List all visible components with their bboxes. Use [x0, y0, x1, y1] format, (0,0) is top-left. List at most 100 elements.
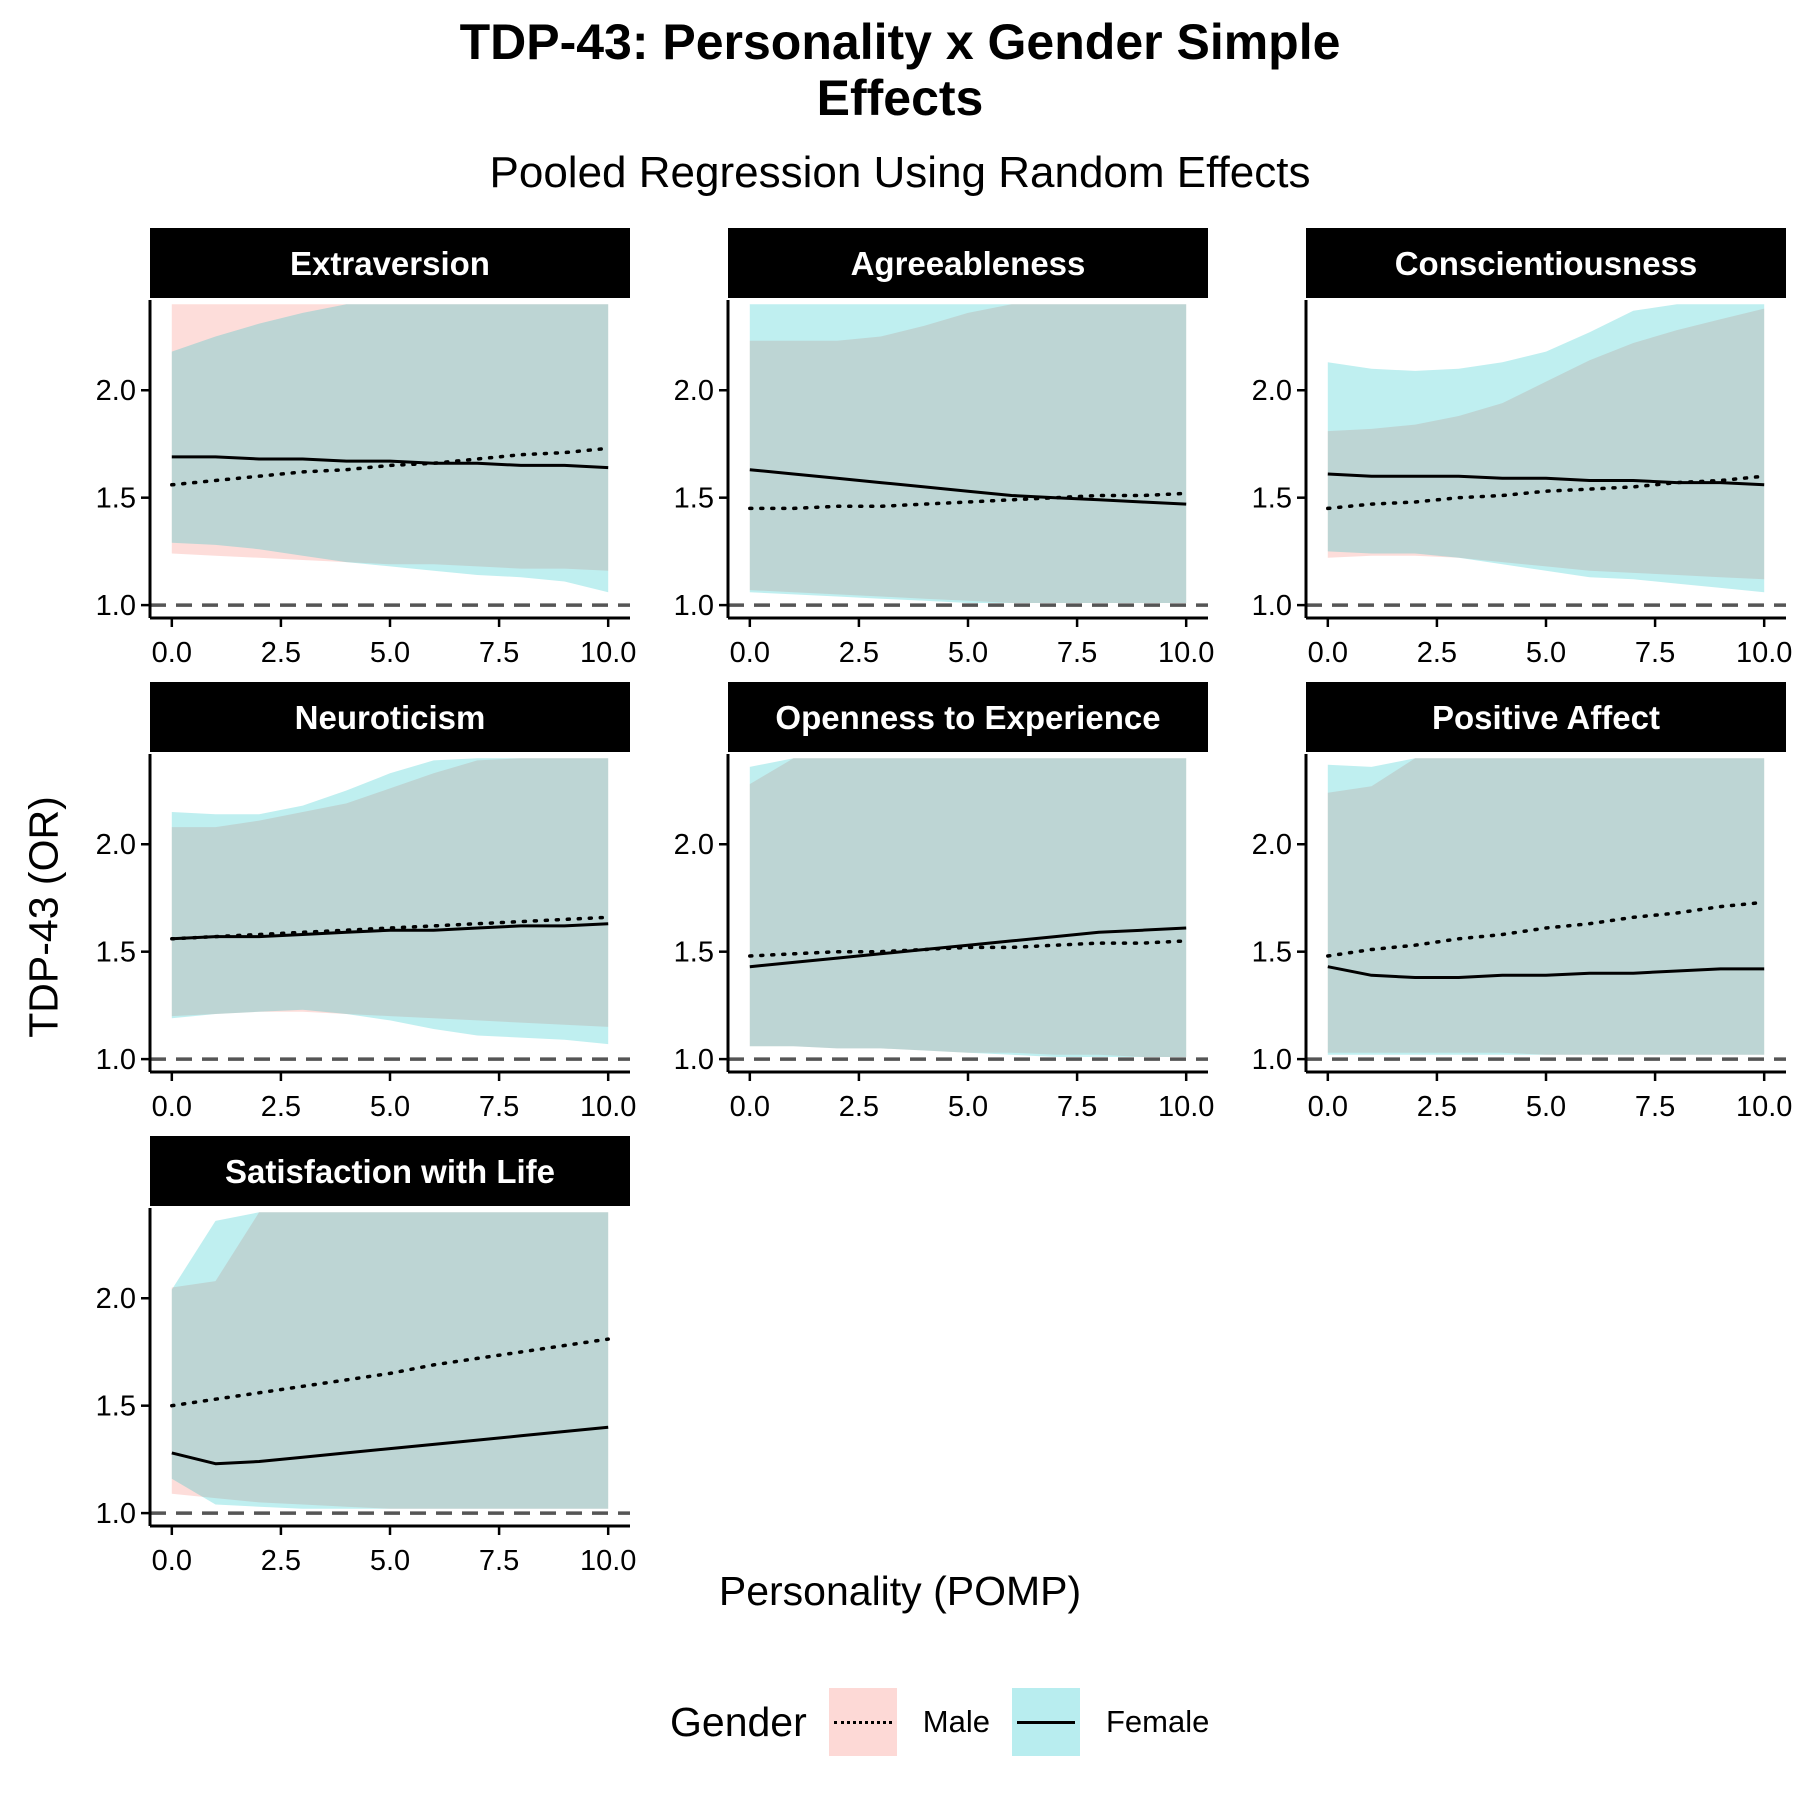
- ribbon-male-satisfaction-with-life: [171, 1212, 609, 1509]
- chart-title-line-1: TDP-43: Personality x Gender Simple: [459, 14, 1341, 70]
- x-tick-label-satisfaction-with-life: 0.0: [152, 1545, 192, 1577]
- x-tick-label-satisfaction-with-life: 7.5: [479, 1545, 519, 1577]
- x-tick-label-agreeableness: 10.0: [1158, 637, 1214, 669]
- x-tick-label-extraversion: 0.0: [152, 637, 192, 669]
- x-tick-label-openness-to-experience: 5.0: [948, 1091, 988, 1123]
- legend-label-female: Female: [1105, 1704, 1210, 1739]
- line-male-agreeableness: [748, 491, 1188, 511]
- legend-key-male: [828, 1688, 897, 1756]
- x-tick-label-conscientiousness: 5.0: [1526, 637, 1566, 669]
- strip-label-satisfaction-with-life: Satisfaction with Life: [225, 1153, 555, 1190]
- strip-positive-affect: [1306, 682, 1786, 752]
- strip-label-neuroticism: Neuroticism: [295, 699, 486, 736]
- legend-item-male: Male: [828, 1688, 990, 1756]
- y-axis-label: TDP-43 (OR): [20, 796, 67, 1038]
- y-tick-label-extraversion: 1.5: [96, 483, 136, 515]
- x-tick-label-conscientiousness: 0.0: [1308, 637, 1348, 669]
- panel-satisfaction-with-life: Satisfaction with Life 1.0 1.5 2.0 0.0 2.5 5.0…: [96, 1136, 636, 1577]
- strip-agreeableness: [728, 228, 1208, 298]
- x-tick-label-neuroticism: 5.0: [370, 1091, 410, 1123]
- x-tick-label-positive-affect: 2.5: [1417, 1091, 1457, 1123]
- y-tick-label-satisfaction-with-life: 1.0: [96, 1498, 136, 1530]
- x-tick-label-openness-to-experience: 2.5: [839, 1091, 879, 1123]
- y-tick-label-extraversion: 2.0: [96, 375, 136, 407]
- strip-conscientiousness: [1306, 228, 1786, 298]
- line-female-neuroticism: [171, 922, 609, 941]
- legend-key-female: [1011, 1688, 1080, 1756]
- panel-agreeableness: Agreeableness 1.0 1.5 2.0 0.0 2.5 5.0 7.5 10.0: [674, 228, 1214, 669]
- line-male-satisfaction-with-life: [170, 1337, 610, 1408]
- legend-line-dotted: [833, 1721, 892, 1724]
- y-tick-label-agreeableness: 1.5: [674, 483, 714, 515]
- ribbon-female-neuroticism: [171, 758, 609, 1045]
- chart-title-line-2: Effects: [816, 70, 984, 126]
- y-tick-label-satisfaction-with-life: 2.0: [96, 1283, 136, 1315]
- line-female-satisfaction-with-life: [171, 1425, 609, 1466]
- panel-conscientiousness: Conscientiousness 1.0 1.5 2.0 0.0 2.5 5.0 7.5 10…: [1252, 228, 1792, 669]
- x-tick-label-satisfaction-with-life: 2.5: [261, 1545, 301, 1577]
- y-tick-label-agreeableness: 2.0: [674, 375, 714, 407]
- legend-label-male: Male: [922, 1704, 990, 1739]
- ribbon-male-positive-affect: [1327, 758, 1765, 1055]
- x-tick-label-agreeableness: 5.0: [948, 637, 988, 669]
- x-axis-label: Personality (POMP): [718, 1568, 1082, 1614]
- ribbon-female-extraversion: [171, 304, 609, 593]
- legend-item-female: Female: [1011, 1688, 1210, 1756]
- x-tick-label-positive-affect: 10.0: [1736, 1091, 1792, 1123]
- x-tick-label-positive-affect: 0.0: [1308, 1091, 1348, 1123]
- y-tick-label-positive-affect: 2.0: [1252, 829, 1292, 861]
- line-female-extraversion: [171, 455, 609, 470]
- chart-subtitle: Pooled Regression Using Random Effects: [489, 148, 1311, 197]
- strip-label-positive-affect: Positive Affect: [1432, 699, 1660, 736]
- strip-label-agreeableness: Agreeableness: [851, 245, 1086, 282]
- strip-openness-to-experience: [728, 682, 1208, 752]
- ribbon-male-conscientiousness: [1327, 308, 1765, 580]
- y-tick-label-openness-to-experience: 2.0: [674, 829, 714, 861]
- x-tick-label-neuroticism: 10.0: [580, 1091, 636, 1123]
- panel-openness-to-experience: Openness to Experience 1.0 1.5 2.0 0.0 2.5 5.0…: [674, 682, 1214, 1123]
- ribbon-male-extraversion: [171, 304, 609, 571]
- strip-label-extraversion: Extraversion: [290, 245, 490, 282]
- x-tick-label-conscientiousness: 7.5: [1635, 637, 1675, 669]
- ribbon-female-openness-to-experience: [749, 758, 1187, 1057]
- y-tick-label-conscientiousness: 2.0: [1252, 375, 1292, 407]
- x-tick-label-extraversion: 7.5: [479, 637, 519, 669]
- strip-extraversion: [150, 228, 630, 298]
- strip-label-openness-to-experience: Openness to Experience: [775, 699, 1160, 736]
- ribbon-female-conscientiousness: [1327, 304, 1765, 593]
- x-tick-label-satisfaction-with-life: 10.0: [580, 1545, 636, 1577]
- panel-extraversion: Extraversion 1.0 1.5 2.0 0.0 2.5 5.0 7.5 10.0: [96, 228, 636, 669]
- x-tick-label-conscientiousness: 10.0: [1736, 637, 1792, 669]
- y-tick-label-positive-affect: 1.0: [1252, 1044, 1292, 1076]
- ribbon-male-openness-to-experience: [749, 758, 1187, 1057]
- line-female-positive-affect: [1327, 965, 1765, 979]
- x-tick-label-positive-affect: 7.5: [1635, 1091, 1675, 1123]
- x-tick-label-extraversion: 5.0: [370, 637, 410, 669]
- x-tick-label-conscientiousness: 2.5: [1417, 637, 1457, 669]
- x-tick-label-extraversion: 10.0: [580, 637, 636, 669]
- y-tick-label-conscientiousness: 1.5: [1252, 483, 1292, 515]
- legend-line-solid: [1016, 1721, 1075, 1724]
- y-tick-label-agreeableness: 1.0: [674, 590, 714, 622]
- x-tick-label-positive-affect: 5.0: [1526, 1091, 1566, 1123]
- y-tick-label-extraversion: 1.0: [96, 590, 136, 622]
- x-tick-label-agreeableness: 7.5: [1057, 637, 1097, 669]
- x-tick-label-extraversion: 2.5: [261, 637, 301, 669]
- legend-title: Gender: [670, 1698, 807, 1745]
- line-female-conscientiousness: [1327, 472, 1765, 487]
- strip-neuroticism: [150, 682, 630, 752]
- panel-positive-affect: Positive Affect 1.0 1.5 2.0 0.0 2.5 5.0 7.5 10.0: [1252, 682, 1792, 1123]
- line-female-agreeableness: [749, 468, 1187, 506]
- x-tick-label-agreeableness: 2.5: [839, 637, 879, 669]
- y-tick-label-openness-to-experience: 1.5: [674, 937, 714, 969]
- y-tick-label-positive-affect: 1.5: [1252, 937, 1292, 969]
- x-tick-label-neuroticism: 7.5: [479, 1091, 519, 1123]
- x-tick-label-openness-to-experience: 0.0: [730, 1091, 770, 1123]
- y-tick-label-satisfaction-with-life: 1.5: [96, 1391, 136, 1423]
- ribbon-male-agreeableness: [749, 304, 1187, 603]
- strip-satisfaction-with-life: [150, 1136, 630, 1206]
- line-male-positive-affect: [1326, 900, 1766, 958]
- x-tick-label-agreeableness: 0.0: [730, 637, 770, 669]
- y-tick-label-neuroticism: 1.5: [96, 937, 136, 969]
